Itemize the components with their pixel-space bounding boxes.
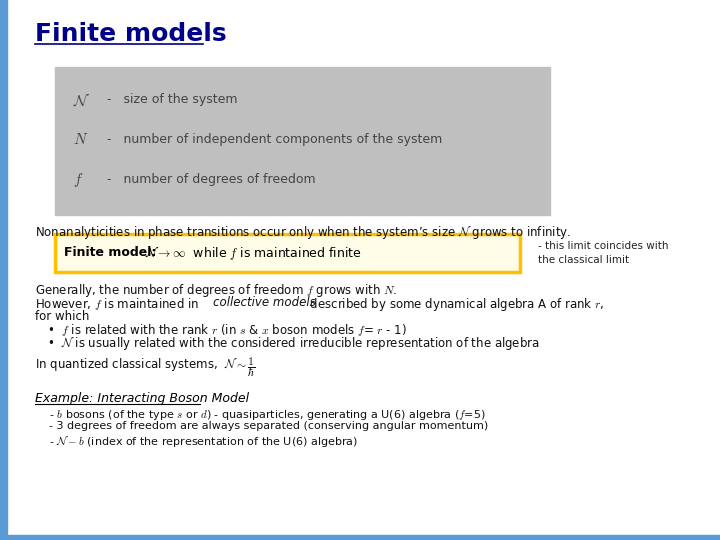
Text: $\mathcal{N}$: $\mathcal{N}$ (73, 92, 91, 109)
Text: -   number of degrees of freedom: - number of degrees of freedom (107, 173, 315, 186)
Bar (0, 0, 7, 540)
Text: - $b$ bosons (of the type $s$ or $d$) - quasiparticles, generating a U(6) algebr: - $b$ bosons (of the type $s$ or $d$) - … (35, 408, 485, 422)
Text: described by some dynamical algebra A of rank $r$,: described by some dynamical algebra A of… (306, 296, 605, 313)
Text: Generally, the number of degrees of freedom $f$ grows with $N$.: Generally, the number of degrees of free… (35, 282, 397, 299)
Text: - $\mathcal{N} - b$ (index of the representation of the U(6) algebra): - $\mathcal{N} - b$ (index of the repres… (35, 434, 358, 449)
Text: $f$: $f$ (73, 171, 84, 189)
Text: $N$: $N$ (73, 132, 89, 147)
Text: $\mathcal{N} \rightarrow \infty$  while $f$ is maintained finite: $\mathcal{N} \rightarrow \infty$ while $… (145, 245, 362, 261)
Text: However, $f$ is maintained in: However, $f$ is maintained in (35, 296, 200, 312)
Text: - 3 degrees of freedom are always separated (conserving angular momentum): - 3 degrees of freedom are always separa… (35, 421, 488, 431)
Text: - this limit coincides with
the classical limit: - this limit coincides with the classica… (538, 241, 668, 265)
Text: -   number of independent components of the system: - number of independent components of th… (107, 133, 442, 146)
Text: collective models: collective models (213, 296, 316, 309)
Text: Finite model:: Finite model: (64, 246, 161, 260)
Text: -   size of the system: - size of the system (107, 93, 238, 106)
Text: •  $\mathcal{N}$ is usually related with the considered irreducible representati: • $\mathcal{N}$ is usually related with … (47, 335, 540, 352)
Text: •  $f$ is related with the rank $r$ (in $s$ & $x$ boson models $f$= $r$ - 1): • $f$ is related with the rank $r$ (in $… (47, 322, 407, 338)
Text: Example: Interacting Boson Model: Example: Interacting Boson Model (35, 392, 249, 405)
Bar (55, 234, 520, 272)
Text: Finite models: Finite models (35, 22, 227, 46)
Bar (0, 535, 720, 540)
Text: Nonanalyticities in phase transitions occur only when the system’s size $\mathca: Nonanalyticities in phase transitions oc… (35, 224, 571, 241)
Text: for which: for which (35, 310, 89, 323)
Bar (55, 67, 550, 215)
Text: In quantized classical systems,  $\mathcal{N} \sim \dfrac{1}{\hbar}$: In quantized classical systems, $\mathca… (35, 355, 256, 379)
